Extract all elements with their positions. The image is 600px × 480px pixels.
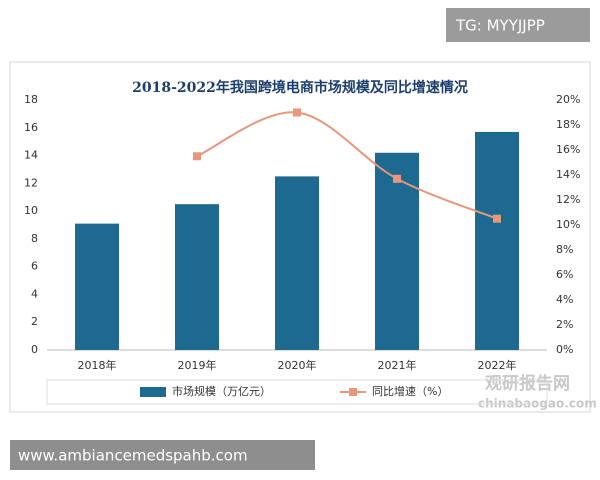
line-marker [293, 108, 301, 117]
y2-tick-label: 6% [556, 268, 573, 281]
y2-tick-label: 16% [556, 143, 580, 156]
y2-tick-label: 18% [556, 118, 580, 131]
x-tick-label: 2022年 [478, 358, 517, 372]
y2-tick-label: 0% [556, 343, 573, 356]
url-box [10, 440, 315, 470]
tag-box [446, 8, 590, 42]
bar [275, 176, 319, 350]
y2-tick-label: 20% [556, 93, 580, 106]
chart-title: 2018-2022年我国跨境电商市场规模及同比增速情况 [132, 79, 468, 96]
x-tick-label: 2019年 [178, 358, 217, 372]
legend-frame [46, 379, 548, 405]
bar [175, 204, 219, 350]
url-text: www.ambiancemedspahb.com [18, 447, 248, 465]
bar [75, 223, 119, 350]
y-tick-label: 18 [24, 93, 38, 106]
legend-swatch [140, 387, 166, 397]
watermark: 观研报告网 [484, 373, 570, 394]
x-tick-label: 2021年 [378, 358, 417, 372]
legend-marker [349, 388, 357, 396]
y-tick-label: 14 [24, 149, 38, 162]
tag-text: TG: MYYJJPP [455, 17, 545, 35]
y-tick-label: 12 [24, 176, 38, 189]
y2-tick-label: 4% [556, 293, 573, 306]
y2-tick-label: 12% [556, 193, 580, 206]
bar [475, 131, 519, 350]
legend-label: 同比增速（%） [372, 384, 448, 398]
y2-tick-label: 2% [556, 318, 573, 331]
y-tick-label: 4 [31, 287, 38, 300]
y-tick-label: 0 [31, 343, 38, 356]
y-tick-label: 2 [31, 315, 38, 328]
y2-tick-label: 10% [556, 218, 580, 231]
x-tick-label: 2020年 [278, 358, 317, 372]
line-marker [493, 214, 501, 223]
y-tick-label: 10 [24, 204, 38, 217]
line [196, 111, 498, 220]
y2-tick-label: 8% [556, 243, 573, 256]
y2-tick-label: 14% [556, 168, 580, 181]
y-tick-label: 8 [31, 232, 38, 245]
x-tick-label: 2018年 [78, 358, 117, 372]
legend-label: 市场规模（万亿元） [172, 384, 271, 398]
y-tick-label: 6 [31, 260, 38, 273]
line-marker [193, 152, 201, 161]
line-marker [393, 174, 401, 183]
y-tick-label: 16 [24, 121, 38, 134]
